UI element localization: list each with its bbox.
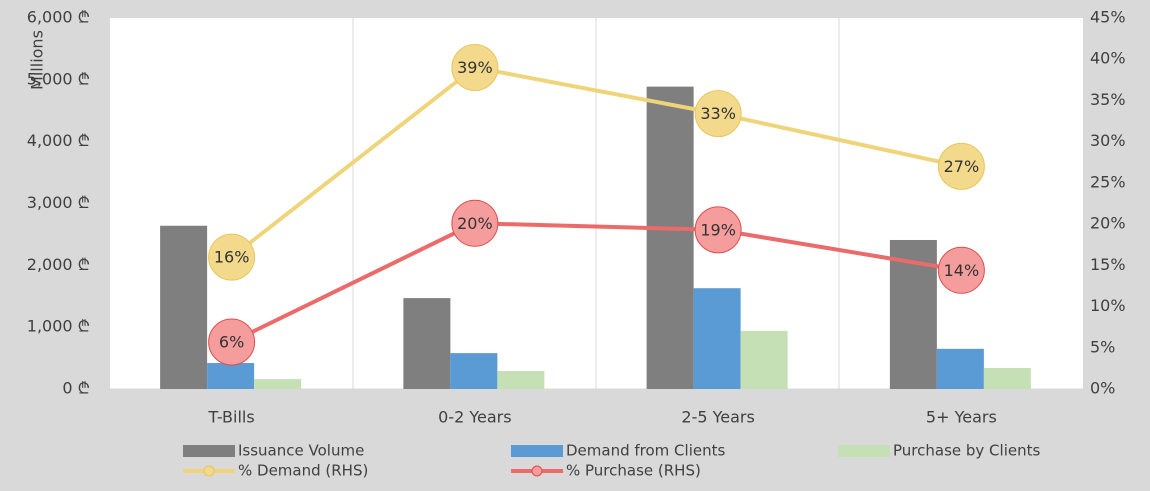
data-label: 16% bbox=[214, 248, 250, 267]
marker bbox=[937, 142, 985, 190]
marker bbox=[208, 233, 256, 281]
line bbox=[230, 65, 962, 259]
marker bbox=[451, 43, 499, 91]
y2-tick-label: 20% bbox=[1090, 214, 1126, 233]
y2-tick-label: 35% bbox=[1090, 90, 1126, 109]
data-label: 6% bbox=[219, 333, 244, 352]
bar bbox=[983, 367, 1031, 389]
legend-marker bbox=[203, 465, 215, 477]
y2-tick-label: 5% bbox=[1090, 337, 1115, 356]
y-tick-label: 5,000 ₾ bbox=[27, 69, 90, 88]
line bbox=[230, 221, 962, 344]
marker bbox=[451, 199, 499, 247]
data-label: 14% bbox=[944, 261, 980, 280]
bar bbox=[450, 353, 498, 389]
y-axis-label: Millions bbox=[28, 30, 47, 90]
y2-tick-label: 0% bbox=[1090, 379, 1115, 398]
y2-tick-label: 25% bbox=[1090, 172, 1126, 191]
y2-tick-label: 30% bbox=[1090, 131, 1126, 150]
data-label: 20% bbox=[457, 214, 493, 233]
marker bbox=[937, 246, 985, 294]
y-tick-label: 0 ₾ bbox=[62, 379, 90, 398]
bar bbox=[207, 363, 255, 389]
y2-tick-label: 15% bbox=[1090, 255, 1126, 274]
y-tick-label: 6,000 ₾ bbox=[27, 8, 90, 27]
bar bbox=[646, 86, 694, 389]
bar bbox=[160, 225, 208, 389]
legend-label: Issuance Volume bbox=[238, 442, 364, 460]
data-label: 27% bbox=[944, 157, 980, 176]
legend-label: Demand from Clients bbox=[566, 442, 725, 460]
marker bbox=[694, 90, 742, 138]
data-label: 19% bbox=[700, 220, 736, 239]
legend-swatch bbox=[838, 445, 890, 457]
marker bbox=[694, 206, 742, 254]
data-label: 39% bbox=[457, 58, 493, 77]
marker bbox=[208, 318, 256, 366]
x-tick-label: 2-5 Years bbox=[681, 408, 754, 427]
legend-label: % Purchase (RHS) bbox=[566, 462, 701, 480]
bar bbox=[403, 298, 451, 389]
x-tick-label: T-Bills bbox=[208, 408, 255, 427]
legend-swatch bbox=[511, 445, 563, 457]
bar bbox=[254, 379, 302, 389]
bar bbox=[497, 371, 545, 389]
y2-tick-label: 10% bbox=[1090, 296, 1126, 315]
legend-swatch bbox=[183, 445, 235, 457]
y2-tick-label: 40% bbox=[1090, 49, 1126, 68]
bar bbox=[740, 330, 788, 389]
legend-label: % Demand (RHS) bbox=[238, 462, 368, 480]
legend-marker bbox=[531, 465, 543, 477]
bar bbox=[936, 348, 984, 389]
y-tick-label: 4,000 ₾ bbox=[27, 131, 90, 150]
y-tick-label: 3,000 ₾ bbox=[27, 193, 90, 212]
bar bbox=[693, 288, 741, 389]
x-tick-label: 5+ Years bbox=[926, 408, 997, 427]
data-label: 33% bbox=[700, 104, 736, 123]
legend-label: Purchase by Clients bbox=[893, 442, 1040, 460]
x-tick-label: 0-2 Years bbox=[438, 408, 511, 427]
y-tick-label: 1,000 ₾ bbox=[27, 317, 90, 336]
y-tick-label: 2,000 ₾ bbox=[27, 255, 90, 274]
y2-tick-label: 45% bbox=[1090, 8, 1126, 27]
